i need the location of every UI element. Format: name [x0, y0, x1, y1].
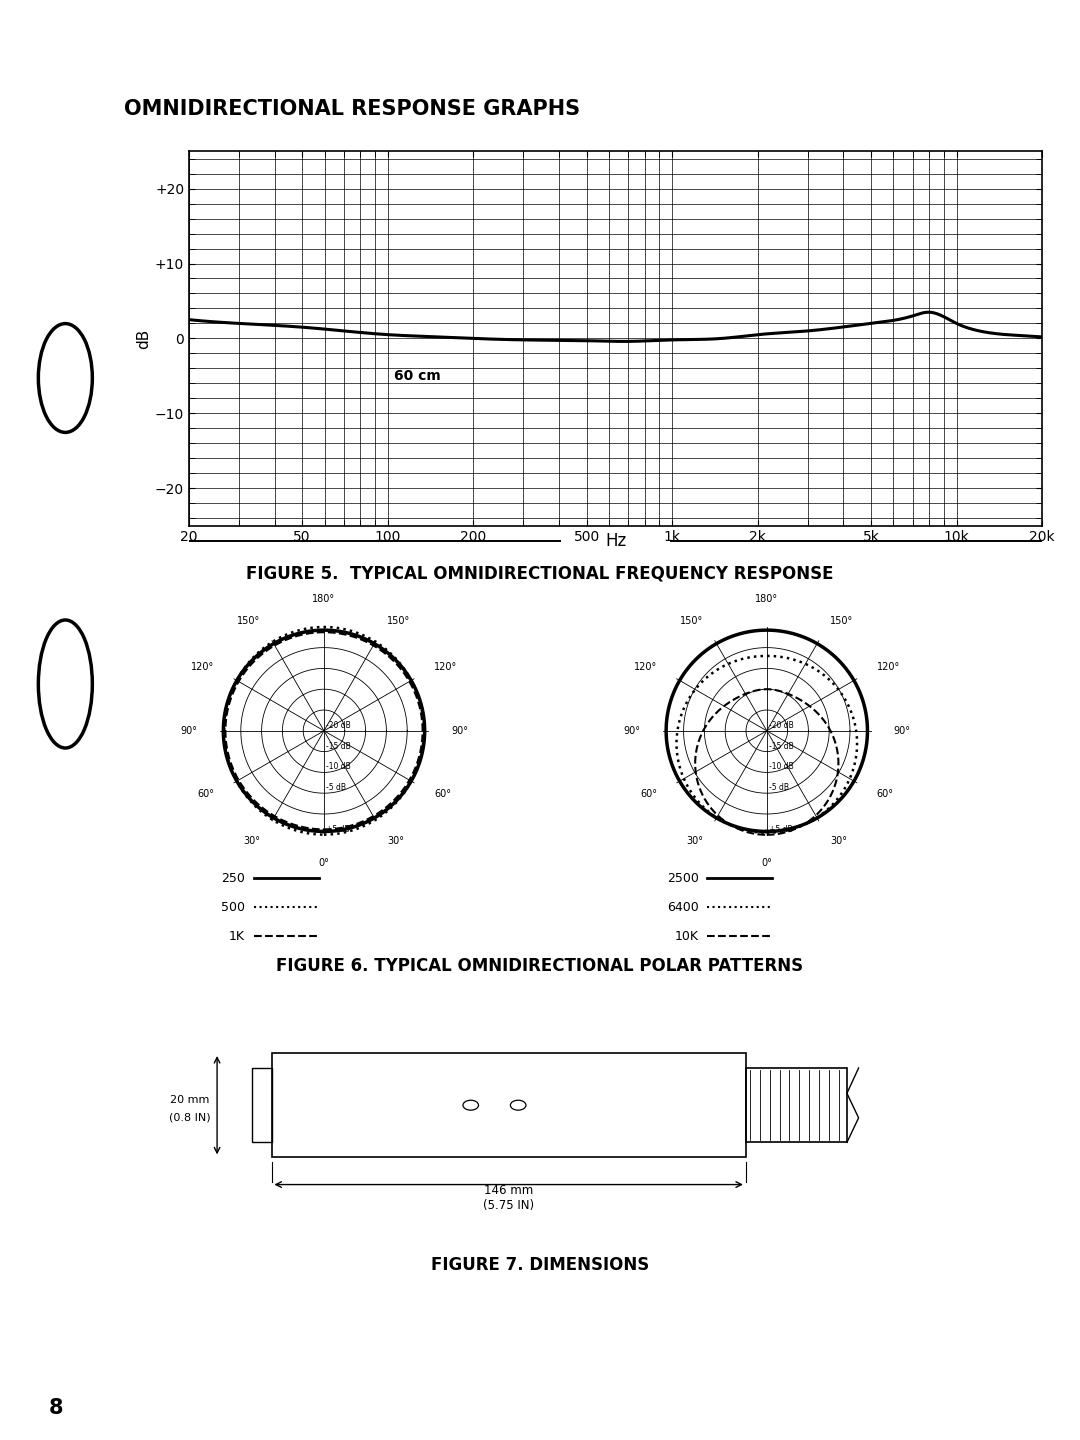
- Text: 180°: 180°: [312, 593, 336, 603]
- Text: 30°: 30°: [388, 835, 404, 845]
- Text: -20 dB: -20 dB: [769, 721, 794, 730]
- Text: 20 mm: 20 mm: [171, 1096, 210, 1106]
- Bar: [271, 1053, 746, 1158]
- Text: FIGURE 5.  TYPICAL OMNIDIRECTIONAL FREQUENCY RESPONSE: FIGURE 5. TYPICAL OMNIDIRECTIONAL FREQUE…: [246, 564, 834, 583]
- Text: 0°: 0°: [319, 858, 329, 868]
- Text: 30°: 30°: [831, 835, 847, 845]
- Text: 2500: 2500: [666, 871, 699, 886]
- Text: 60°: 60°: [434, 789, 450, 799]
- Text: 10K: 10K: [675, 929, 699, 943]
- Text: -5 dB: -5 dB: [769, 783, 788, 792]
- Text: 120°: 120°: [877, 662, 900, 672]
- Text: FIGURE 7. DIMENSIONS: FIGURE 7. DIMENSIONS: [431, 1256, 649, 1274]
- Text: (0.8 IN): (0.8 IN): [170, 1113, 211, 1123]
- Text: 150°: 150°: [680, 616, 703, 626]
- Text: 180°: 180°: [755, 593, 779, 603]
- Y-axis label: dB: dB: [136, 328, 151, 348]
- Text: 120°: 120°: [434, 662, 457, 672]
- Text: 8: 8: [49, 1398, 63, 1418]
- Text: +5 dB: +5 dB: [769, 825, 793, 834]
- Bar: [252, 1068, 271, 1142]
- Text: 90°: 90°: [180, 726, 198, 736]
- Text: 90°: 90°: [450, 726, 468, 736]
- Bar: [746, 1068, 847, 1142]
- Text: 146 mm: 146 mm: [484, 1185, 534, 1198]
- Text: +5 dB: +5 dB: [326, 825, 350, 834]
- Text: 150°: 150°: [388, 616, 410, 626]
- Text: FIGURE 6. TYPICAL OMNIDIRECTIONAL POLAR PATTERNS: FIGURE 6. TYPICAL OMNIDIRECTIONAL POLAR …: [276, 956, 804, 975]
- Text: -10 dB: -10 dB: [326, 762, 351, 772]
- Text: 0°: 0°: [761, 858, 772, 868]
- Text: 60°: 60°: [198, 789, 214, 799]
- Text: 150°: 150°: [238, 616, 260, 626]
- Text: Hz: Hz: [605, 531, 626, 550]
- Text: (5.75 IN): (5.75 IN): [483, 1200, 535, 1212]
- Text: 6400: 6400: [667, 900, 699, 914]
- Text: 90°: 90°: [893, 726, 910, 736]
- Text: 60 cm: 60 cm: [394, 369, 441, 383]
- Text: -20 dB: -20 dB: [326, 721, 351, 730]
- Text: -10 dB: -10 dB: [769, 762, 794, 772]
- Text: 1K: 1K: [229, 929, 245, 943]
- Text: 500: 500: [221, 900, 245, 914]
- Text: OMNIDIRECTIONAL RESPONSE GRAPHS: OMNIDIRECTIONAL RESPONSE GRAPHS: [124, 99, 580, 120]
- Text: 120°: 120°: [191, 662, 214, 672]
- Text: 120°: 120°: [634, 662, 657, 672]
- Text: English: English: [28, 347, 45, 423]
- Text: 250: 250: [221, 871, 245, 886]
- Text: 90°: 90°: [623, 726, 640, 736]
- Text: 150°: 150°: [831, 616, 853, 626]
- Text: 30°: 30°: [687, 835, 703, 845]
- Text: -5 dB: -5 dB: [326, 783, 346, 792]
- Text: 30°: 30°: [244, 835, 260, 845]
- Text: 60°: 60°: [640, 789, 657, 799]
- Text: 60°: 60°: [877, 789, 893, 799]
- Text: -15 dB: -15 dB: [326, 742, 351, 750]
- Text: -15 dB: -15 dB: [769, 742, 794, 750]
